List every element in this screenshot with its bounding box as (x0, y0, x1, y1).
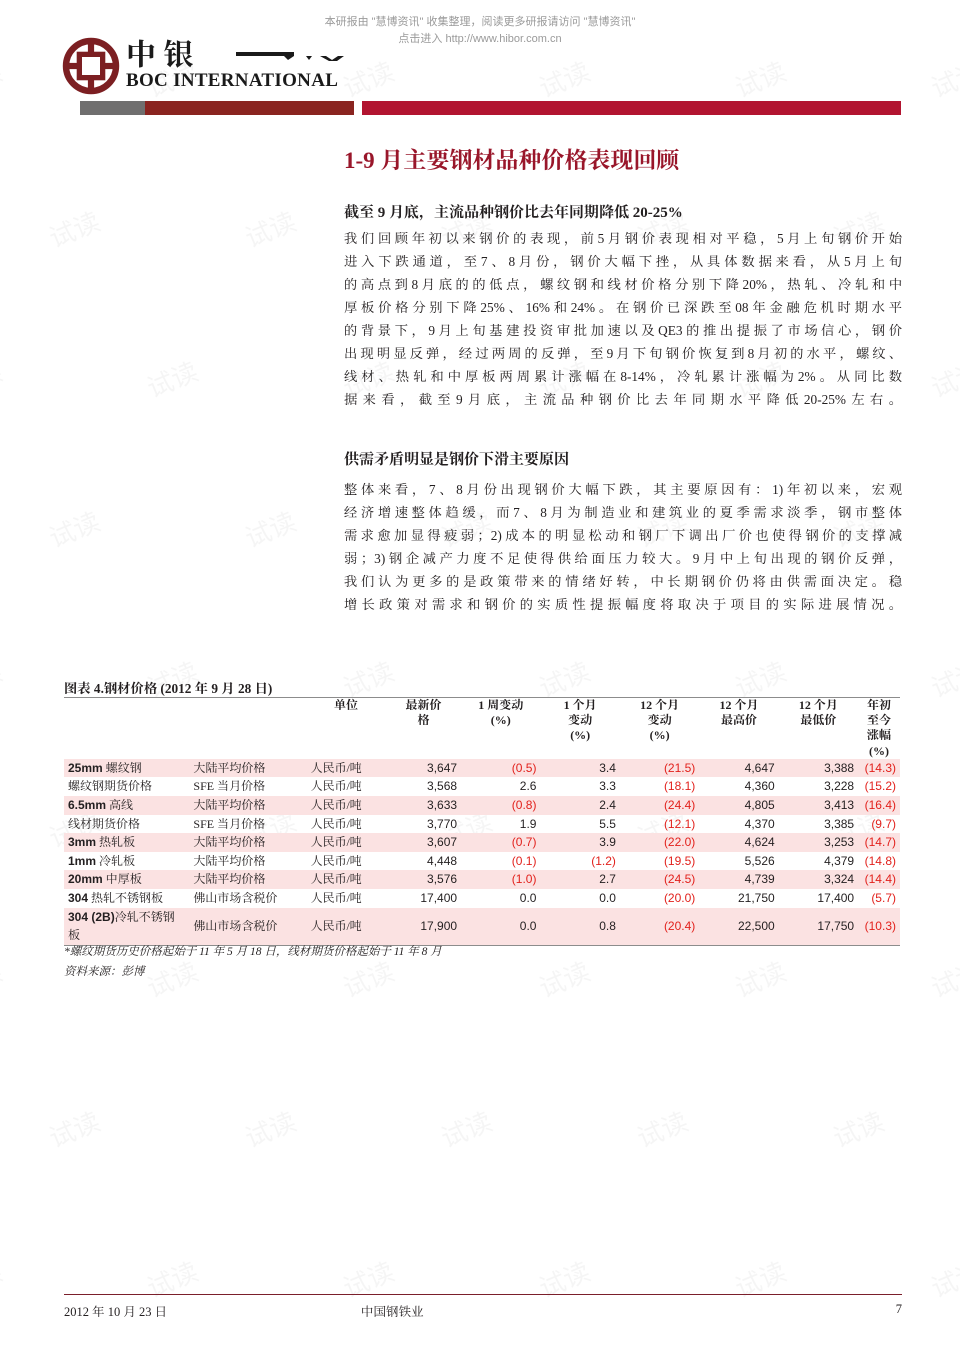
svg-text:中 银: 中 银 (126, 39, 194, 72)
svg-text:BOC INTERNATIONAL: BOC INTERNATIONAL (126, 70, 338, 91)
